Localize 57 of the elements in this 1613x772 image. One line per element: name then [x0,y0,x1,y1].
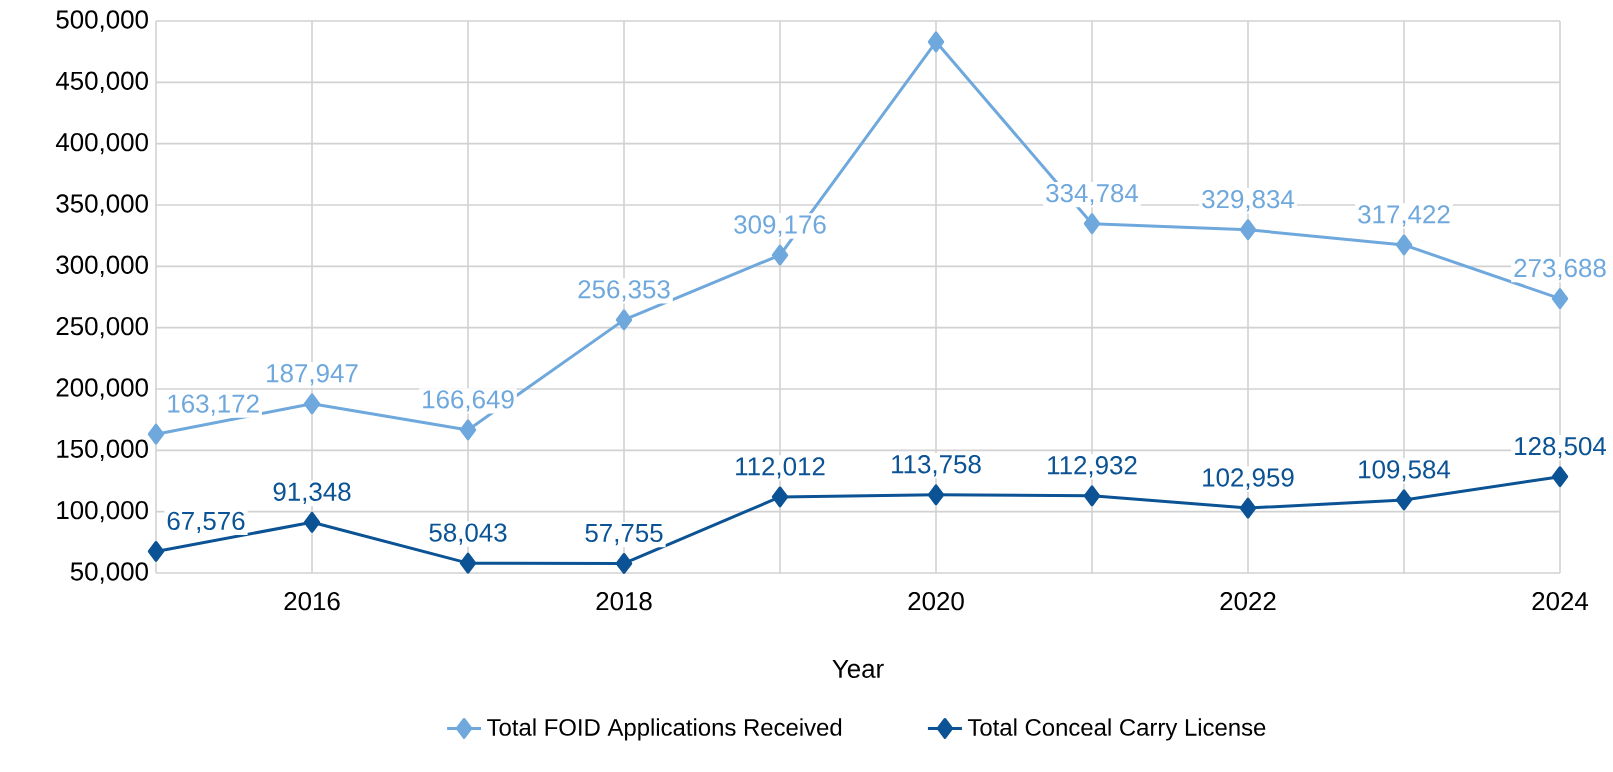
point [1551,288,1569,310]
point [615,309,633,331]
point [147,423,165,445]
point [1083,485,1101,507]
x-tick-label: 2024 [1532,591,1589,611]
x-tick-label: 2018 [596,591,652,611]
legend-label: Total Conceal Carry License [967,718,1266,741]
y-tick-label: 200,000 [56,378,148,400]
y-tick-label: 100,000 [57,500,148,523]
data-label: 67,576 [167,511,245,534]
y-tick-label: 50,000 [70,562,148,584]
point [459,552,477,574]
data-label: 102,959 [1203,468,1294,490]
point [927,31,945,53]
data-label: 112,932 [1048,456,1137,478]
point [303,393,321,415]
point [147,540,165,562]
point [771,486,789,508]
y-tick-label: 250,000 [56,316,148,339]
data-label: 187,947 [267,364,358,386]
x-tick-label: 2022 [1220,591,1276,611]
data-label: 309,176 [734,215,826,237]
point [615,553,633,574]
data-label: 317,422 [1358,205,1450,227]
y-tick-label: 400,000 [55,132,148,155]
point [927,484,945,506]
y-tick-label: 450,000 [55,71,148,94]
y-tick-label: 150,000 [57,439,148,462]
data-label: 256,353 [578,280,670,302]
point [1239,219,1257,241]
data-label: 166,649 [423,390,514,412]
data-label: 273,688 [1514,258,1606,281]
point [771,244,789,266]
x-tick-label: 2016 [284,591,340,611]
data-label: 58,043 [429,523,507,545]
data-label: 91,348 [273,482,351,504]
data-label: 112,012 [736,457,825,479]
data-label: 57,755 [585,524,663,546]
data-label: 334,784 [1046,183,1139,206]
legend-label: Total FOID Applications Received [487,718,842,741]
data-label: 163,172 [168,394,259,416]
y-tick-label: 300,000 [56,255,148,278]
data-label: 109,584 [1359,460,1451,482]
data-label: 113,758 [892,455,981,477]
point [303,511,321,533]
point [459,419,477,441]
x-axis-title: Year [832,659,884,678]
y-tick-label: 500,000 [56,10,148,32]
point [1551,466,1569,488]
x-tick-label: 2020 [908,591,964,611]
data-label: 329,834 [1202,189,1295,212]
data-label: 128,504 [1515,436,1607,459]
point [1239,497,1257,519]
point [1395,489,1413,511]
point [1395,234,1413,256]
point [1083,213,1101,235]
y-tick-label: 350,000 [56,194,148,216]
